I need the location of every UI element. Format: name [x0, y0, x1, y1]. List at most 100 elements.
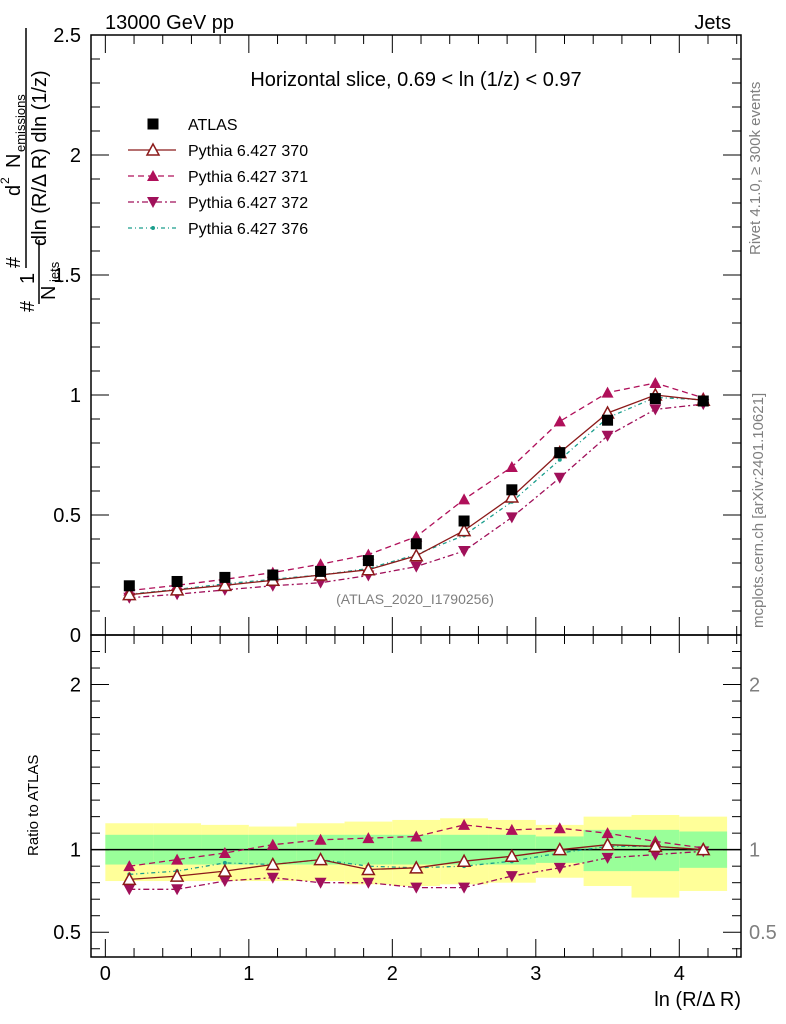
ratio-point	[505, 871, 518, 883]
legend-label: Pythia 6.427 370	[188, 143, 308, 160]
atlas-point	[697, 395, 709, 407]
main-point	[649, 377, 662, 388]
main-point	[458, 493, 471, 505]
ylabel-denominator: dln (R/Δ R) dln (1/z)	[29, 70, 51, 246]
ratio-point	[123, 884, 136, 896]
main-point	[553, 415, 566, 427]
ratio-point	[601, 827, 614, 839]
atlas-point	[362, 555, 374, 567]
ratio-point	[171, 884, 184, 896]
axis-ticks: 0 0.5 1 1.5 2 2.5 0.5 0.5 1 1 2 2 0 1 2 3 4	[53, 25, 777, 985]
ratio-y-tick-label-right: 1	[749, 840, 760, 862]
ratio-point	[601, 852, 614, 864]
main-point	[504, 489, 520, 503]
main-point	[505, 461, 518, 472]
ratio-point	[504, 848, 520, 863]
atlas-point	[506, 484, 518, 496]
ratio-point	[553, 822, 566, 834]
mcplots-label: mcplots.cern.ch [arXiv:2401.10621]	[750, 393, 767, 628]
main-y-tick-label: 0.5	[53, 505, 81, 527]
ratio-point	[313, 852, 328, 866]
ratio-point	[410, 882, 423, 894]
main-ylabel: # 1 N jets # d 2 N emissions dln (R/Δ R)…	[0, 28, 62, 312]
legend-label: Pythia 6.427 376	[188, 221, 308, 238]
ratio-point	[505, 823, 518, 835]
ylabel-sup2: 2	[0, 177, 12, 184]
ratio-point	[410, 830, 423, 842]
ylabel-jets: jets	[47, 261, 62, 283]
ratio-point	[314, 833, 327, 845]
atlas-point	[458, 515, 470, 527]
ratio-point	[458, 882, 471, 894]
legend-atlas-marker	[147, 118, 159, 130]
ratio-point	[171, 853, 184, 865]
ratio-point	[600, 837, 615, 851]
x-tick-label: 4	[674, 963, 685, 985]
ratio-point	[456, 853, 472, 867]
main-point	[217, 577, 233, 592]
ylabel-hash-1: #	[17, 300, 39, 312]
ratio-point	[314, 877, 327, 889]
ratio-point	[362, 832, 375, 844]
analysis-watermark: (ATLAS_2020_I1790256)	[336, 591, 494, 607]
ylabel-hash-2: #	[3, 256, 25, 268]
main-point	[409, 548, 424, 562]
ratio-point	[122, 871, 137, 886]
main-point	[601, 430, 614, 442]
header-right: Jets	[694, 12, 731, 34]
main-y-tick-label: 1	[70, 385, 81, 407]
ylabel-one: 1	[17, 273, 39, 284]
ratio-point	[553, 862, 566, 874]
ratio-point	[458, 818, 471, 830]
x-tick-label: 3	[530, 963, 541, 985]
rivet-label: Rivet 4.1.0, ≥ 300k events	[747, 82, 764, 255]
legend-marker	[147, 170, 159, 181]
main-y-tick-label: 0	[70, 625, 81, 647]
ratio-point	[218, 846, 231, 858]
ratio-y-tick-label: 1	[70, 840, 81, 862]
main-title: Horizontal slice, 0.69 < ln (1/z) < 0.97	[250, 69, 581, 91]
ratio-point	[218, 876, 231, 888]
atlas-point	[649, 393, 661, 405]
ratio-point	[266, 872, 279, 884]
ratio-y-tick-label-right: 2	[749, 675, 760, 697]
ratio-point	[169, 868, 185, 882]
x-tick-label: 2	[387, 963, 398, 985]
legend-label: Pythia 6.427 372	[188, 195, 308, 212]
ylabel-n: N	[38, 286, 60, 300]
ratio-frame	[90, 634, 742, 958]
atlas-point	[410, 538, 422, 550]
ratio-point	[222, 860, 227, 865]
legend-marker	[145, 142, 161, 156]
ratio-series-layer	[91, 818, 741, 896]
atlas-point	[123, 580, 135, 592]
ratio-point	[265, 856, 281, 871]
ratio-y-tick-label: 2	[70, 675, 81, 697]
legend-label: ATLAS	[188, 117, 238, 134]
ylabel-d2: d	[3, 185, 25, 196]
legend-marker	[147, 197, 159, 208]
main-y-tick-label: 2	[70, 145, 81, 167]
main-point	[557, 457, 562, 462]
main-point	[601, 386, 614, 398]
x-axis-label: ln (R/Δ R)	[654, 989, 741, 1011]
main-point	[456, 523, 472, 537]
ylabel-nemit: N	[3, 154, 25, 168]
x-tick-label: 0	[100, 963, 111, 985]
ratio-y-tick-label: 0.5	[53, 922, 81, 944]
main-point	[553, 472, 566, 484]
atlas-point	[602, 414, 614, 426]
ratio-point	[552, 842, 568, 856]
atlas-point	[554, 447, 566, 459]
atlas-point	[267, 569, 279, 581]
main-point	[410, 561, 423, 573]
atlas-point	[315, 565, 327, 577]
ratio-point	[217, 863, 233, 877]
legend: ATLAS Pythia 6.427 370 Pythia 6.427 371 Pyt…	[128, 117, 308, 238]
ratio-point	[695, 842, 711, 856]
ratio-ylabel: Ratio to ATLAS	[25, 755, 42, 856]
main-point	[122, 587, 137, 601]
atlas-point	[219, 571, 231, 583]
ratio-point	[649, 849, 662, 861]
main-point	[649, 404, 662, 416]
